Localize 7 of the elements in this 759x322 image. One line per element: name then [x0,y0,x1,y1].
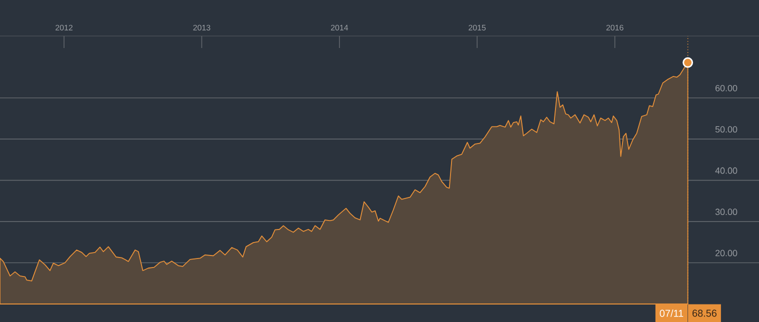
text: 07/11 [660,310,684,317]
text: 68.56 [692,310,717,317]
y-tick-label: 30.00 [715,208,738,216]
y-tick-label: 40.00 [715,167,738,174]
y-tick-label: 50.00 [715,126,738,133]
y-tick-label: 20.00 [716,250,738,256]
y-tick-label: 60.00 [716,84,738,92]
